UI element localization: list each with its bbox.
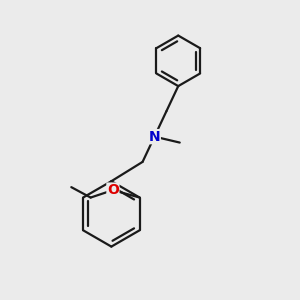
Text: O: O [107,183,119,197]
Text: N: N [148,130,160,144]
